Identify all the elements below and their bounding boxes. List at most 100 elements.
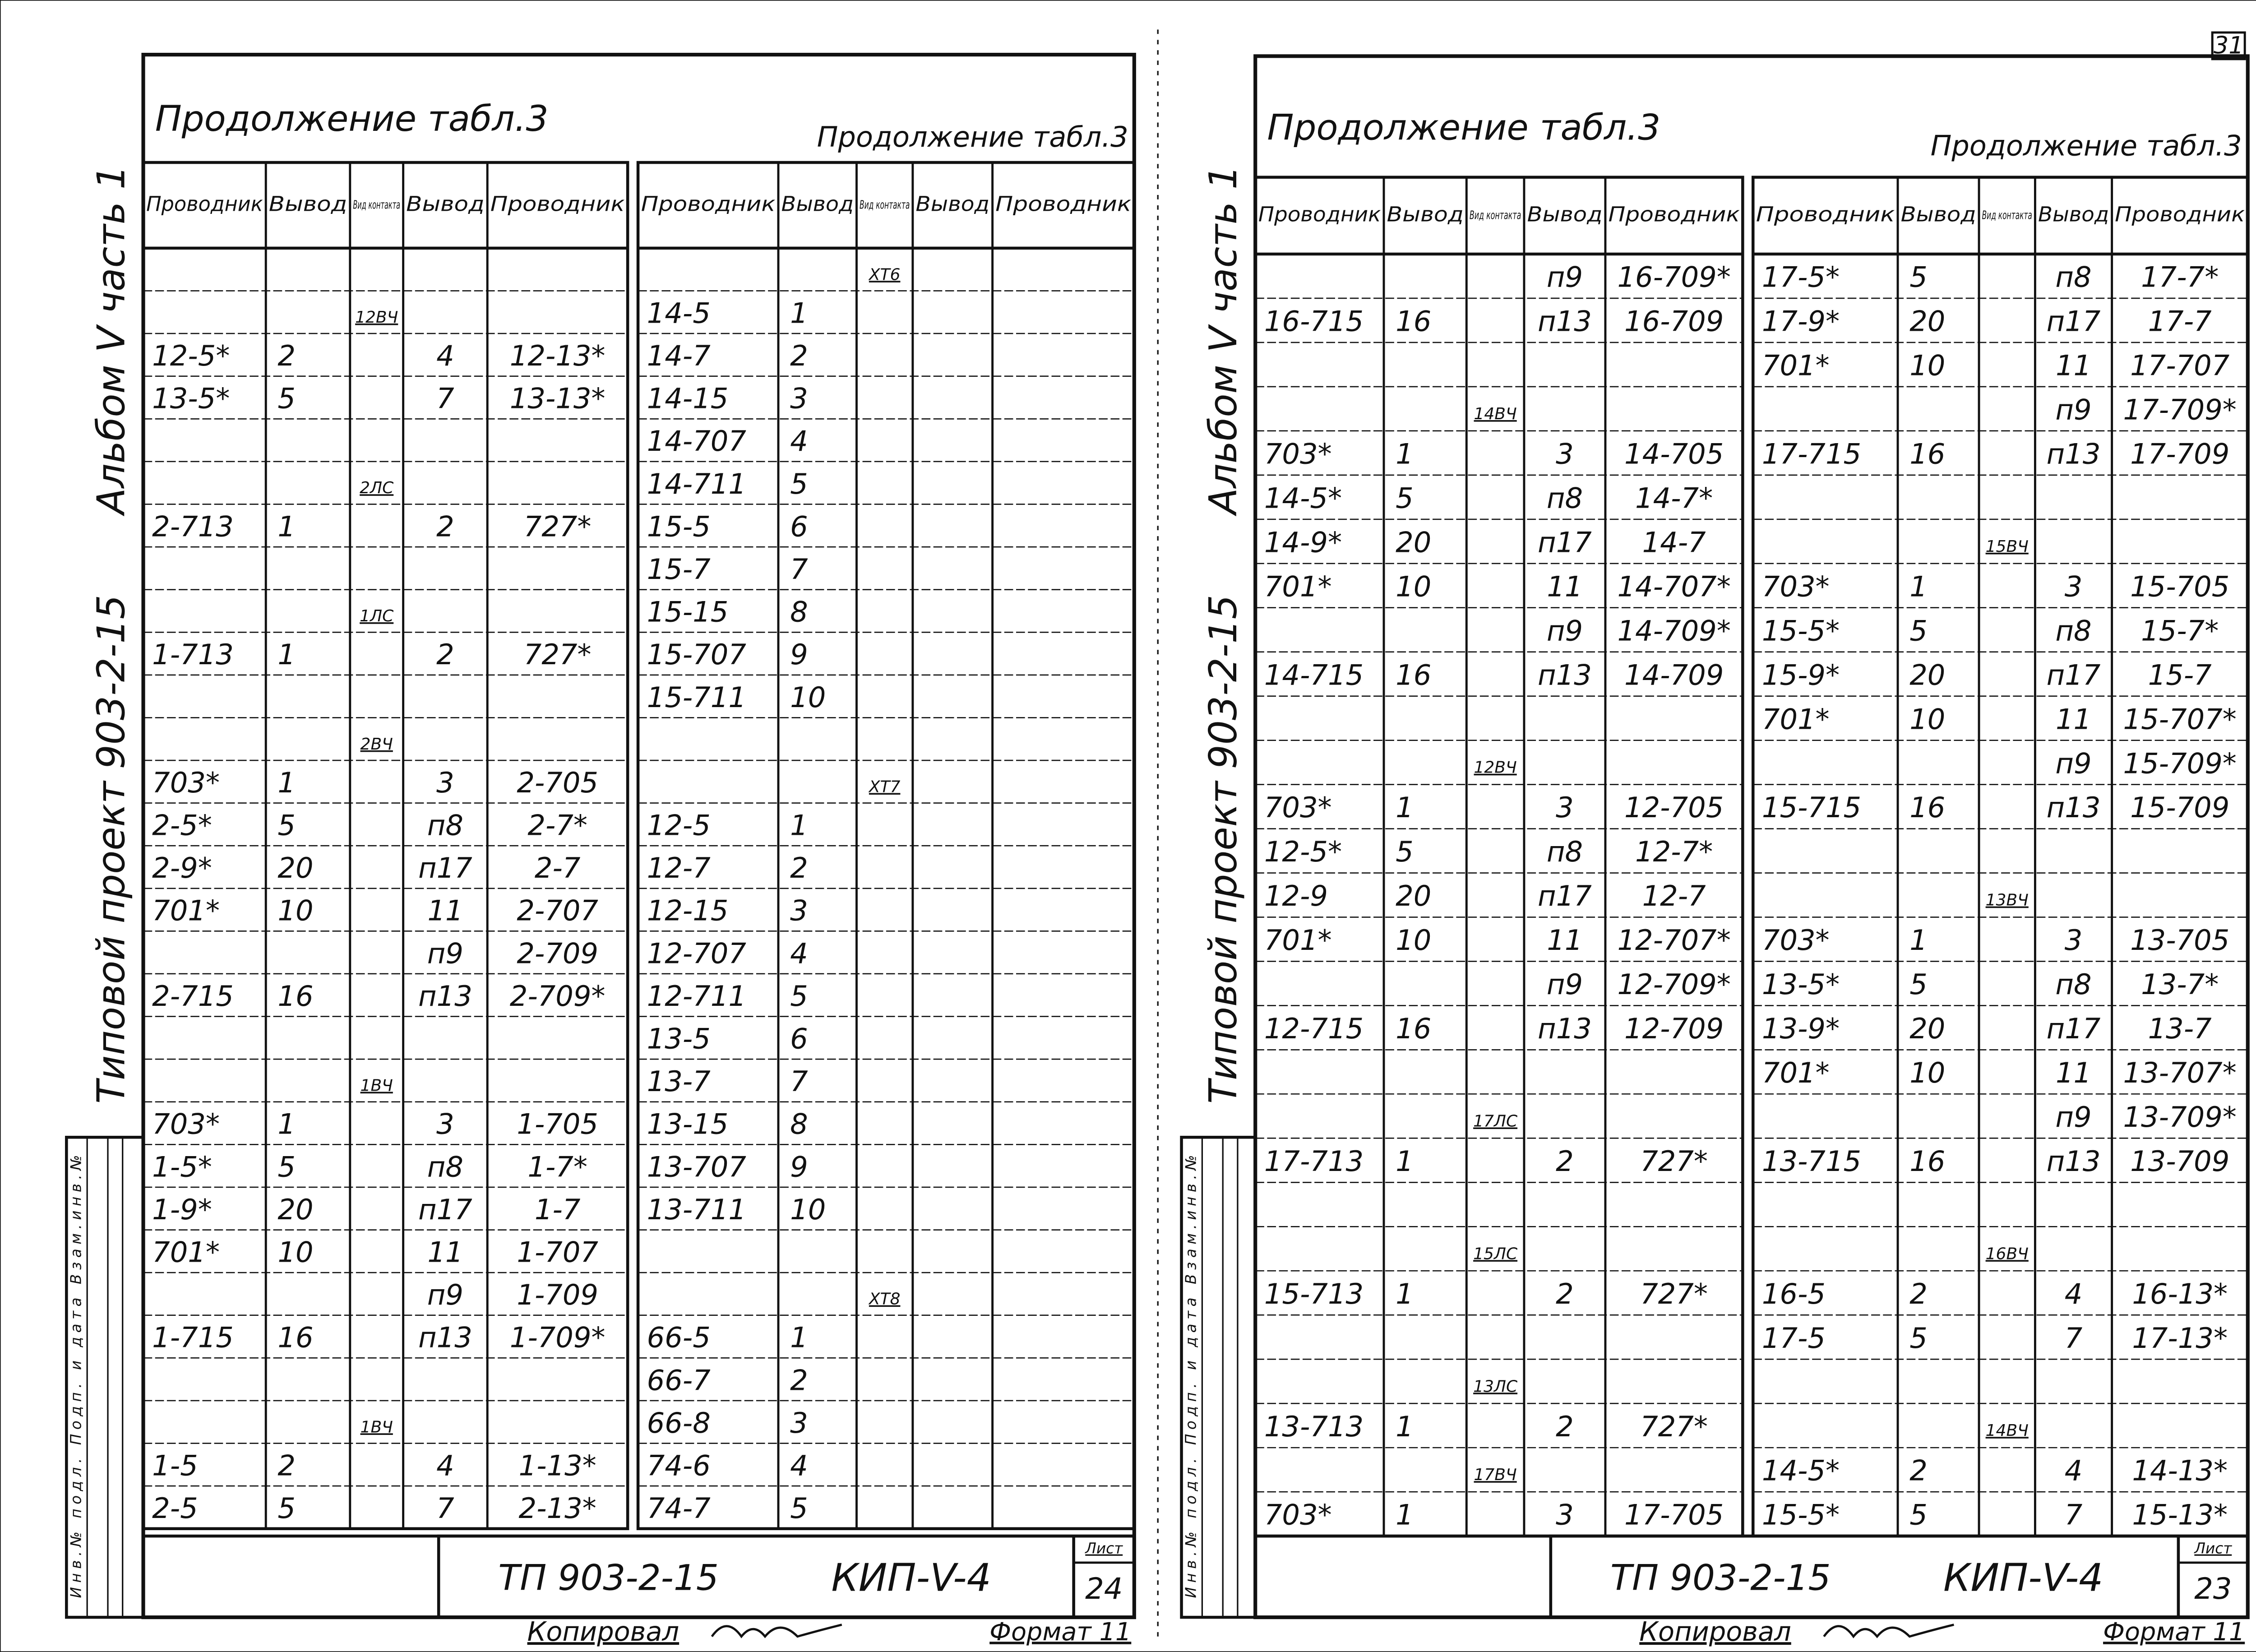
cell: 13-705 bbox=[2130, 924, 2229, 957]
cell: 2 bbox=[790, 1364, 808, 1397]
column-header: Вид контакта bbox=[860, 198, 910, 212]
copied-by: Копировал bbox=[1639, 1616, 1791, 1647]
column-header: Проводник bbox=[1756, 202, 1895, 226]
cell: 10 bbox=[790, 681, 826, 714]
contact-type: 17ВЧ bbox=[1474, 1466, 1517, 1484]
cell: 2 bbox=[277, 339, 296, 372]
continuation-title: Продолжение табл.3 bbox=[155, 98, 549, 139]
cell: 6 bbox=[790, 1023, 808, 1055]
cell: 15-715 bbox=[1762, 791, 1861, 824]
cell: 4 bbox=[436, 339, 454, 372]
cell: 14-9* bbox=[1264, 526, 1342, 559]
cell: 11 bbox=[427, 894, 463, 927]
cell: п13 bbox=[2047, 1145, 2101, 1178]
cell: 15-7 bbox=[647, 553, 711, 586]
cell: 701* bbox=[152, 894, 220, 927]
cell: 14-709 bbox=[1624, 658, 1724, 691]
cell: п13 bbox=[418, 1321, 472, 1354]
cell: 13-5* bbox=[1762, 968, 1840, 1001]
cell: 1 bbox=[277, 766, 296, 799]
cell: 12-711 bbox=[647, 980, 746, 1013]
cell: п13 bbox=[2047, 791, 2101, 824]
cell: п8 bbox=[2055, 614, 2091, 647]
cell: 17-715 bbox=[1762, 437, 1861, 470]
cell: 2-13* bbox=[519, 1492, 596, 1525]
cell: 16 bbox=[277, 980, 313, 1013]
cell: 2 bbox=[790, 339, 808, 372]
cell: 15-711 bbox=[647, 681, 746, 714]
cell: 703* bbox=[1762, 570, 1830, 603]
cell: п8 bbox=[427, 1150, 463, 1183]
cell: 5 bbox=[790, 1492, 808, 1525]
cell: 1-5* bbox=[152, 1150, 212, 1183]
cell: 1-709* bbox=[510, 1321, 606, 1354]
contact-type: 16ВЧ bbox=[1986, 1245, 2029, 1263]
contact-type: 15ВЧ bbox=[1986, 537, 2029, 556]
cell: 15-5* bbox=[1762, 614, 1840, 647]
cell: 701* bbox=[1264, 570, 1332, 603]
cell: 703* bbox=[1264, 791, 1332, 824]
cell: 13-15 bbox=[647, 1108, 729, 1141]
format-label: Формат 11 bbox=[2103, 1617, 2245, 1647]
cell: 12-707* bbox=[1617, 924, 1730, 957]
cell: 12-9 bbox=[1264, 879, 1328, 912]
cell: 13-7* bbox=[2141, 968, 2219, 1001]
cell: 17-705 bbox=[1624, 1499, 1724, 1532]
cell: п9 bbox=[2055, 393, 2091, 426]
cell: 6 bbox=[790, 510, 808, 543]
cell: 15-15 bbox=[647, 596, 729, 629]
contact-type: 13ЛС bbox=[1473, 1377, 1518, 1396]
column-header: Вывод bbox=[1527, 202, 1602, 226]
cell: 14-715 bbox=[1264, 658, 1364, 691]
cell: 9 bbox=[790, 638, 808, 671]
contact-type: 2ВЧ bbox=[361, 735, 393, 754]
cell: 5 bbox=[277, 809, 296, 842]
cell: 1-707 bbox=[517, 1236, 598, 1268]
cell: 5 bbox=[1909, 261, 1928, 294]
cell: 12-15 bbox=[647, 894, 729, 927]
cell: 2-705 bbox=[517, 766, 598, 799]
cell: п13 bbox=[1538, 305, 1592, 338]
cell: 703* bbox=[152, 1108, 220, 1141]
contact-type: ХТ6 bbox=[868, 265, 901, 284]
cell: 13-707 bbox=[647, 1150, 746, 1183]
column-header: Вид контакта bbox=[1470, 208, 1521, 222]
contact-type: 13ВЧ bbox=[1986, 891, 2029, 910]
cell: 2 bbox=[1909, 1454, 1928, 1487]
cell: 2-715 bbox=[152, 980, 234, 1013]
column-header: Проводник bbox=[995, 191, 1131, 216]
cell: 14-7 bbox=[647, 339, 711, 372]
cell: 16 bbox=[1909, 791, 1945, 824]
cell: 4 bbox=[436, 1449, 454, 1482]
cell: 15-707 bbox=[647, 638, 746, 671]
cell: п9 bbox=[427, 1278, 463, 1311]
cell: 8 bbox=[790, 596, 808, 629]
cell: 3 bbox=[790, 894, 808, 927]
cell: 14-5* bbox=[1762, 1454, 1840, 1487]
cell: 727* bbox=[524, 510, 592, 543]
cell: п9 bbox=[1547, 968, 1583, 1001]
cell: 15-13* bbox=[2132, 1499, 2228, 1532]
cell: 701* bbox=[1762, 703, 1830, 736]
cell: 10 bbox=[1396, 570, 1431, 603]
cell: 16-709 bbox=[1624, 305, 1724, 338]
cell: 16 bbox=[1909, 437, 1945, 470]
cell: 1-7 bbox=[535, 1193, 581, 1226]
cell: 20 bbox=[1396, 879, 1431, 912]
cell: 10 bbox=[277, 1236, 313, 1268]
contact-type: 15ЛС bbox=[1473, 1245, 1518, 1263]
contact-type: 1ВЧ bbox=[361, 1077, 393, 1095]
cell: 1 bbox=[1396, 1277, 1414, 1310]
cell: п8 bbox=[427, 809, 463, 842]
cell: п17 bbox=[2047, 305, 2101, 338]
cell: 15-9* bbox=[1762, 658, 1840, 691]
document-code: ТП 903-2-15 bbox=[1610, 1557, 1831, 1599]
sheet-label: Лист bbox=[1085, 1540, 1123, 1557]
cell: 1-7* bbox=[527, 1150, 587, 1183]
cell: 17-13* bbox=[2132, 1322, 2228, 1355]
cell: 5 bbox=[1909, 968, 1928, 1001]
column-header: Проводник bbox=[2115, 202, 2245, 226]
cell: 1 bbox=[790, 296, 808, 329]
cell: п9 bbox=[2055, 1101, 2091, 1134]
cell: 5 bbox=[277, 1150, 296, 1183]
